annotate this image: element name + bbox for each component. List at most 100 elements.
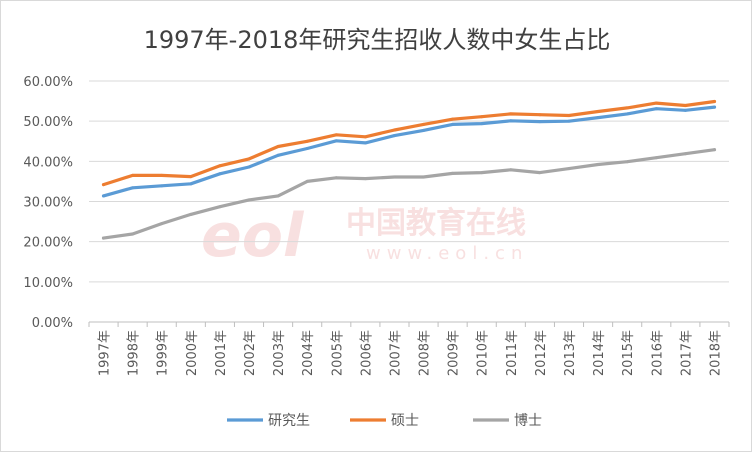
series-0-point (596, 116, 600, 120)
x-tick-label: 1998年 (127, 330, 142, 376)
series-1-point (276, 144, 280, 148)
series-2-point (451, 171, 455, 175)
series-0-point (189, 182, 193, 186)
series-0-point (131, 186, 135, 190)
series-2-point (305, 179, 309, 183)
series-2-point (596, 163, 600, 167)
chart-title: 1997年-2018年研究生招收人数中女生占比 (144, 26, 611, 54)
series-2-point (683, 152, 687, 156)
y-tick-label: 40.00% (23, 155, 73, 170)
x-tick-label: 2005年 (330, 330, 345, 376)
series-2-point (480, 171, 484, 175)
series-0-point (654, 107, 658, 111)
x-tick-label: 2018年 (708, 330, 723, 376)
series-0-point (160, 184, 164, 188)
legend-label: 博士 (514, 412, 542, 429)
series-1-point (451, 117, 455, 121)
series-0-point (247, 165, 251, 169)
x-tick-label: 2011年 (505, 330, 520, 376)
series-1-point (305, 139, 309, 143)
series-2-point (712, 148, 716, 152)
series-0-point (625, 112, 629, 116)
legend-item-0: 研究生 (227, 413, 310, 429)
x-tick-label: 2015年 (621, 330, 636, 376)
series-1-point (683, 104, 687, 108)
series-line-2 (101, 148, 717, 240)
series-1-point (596, 110, 600, 114)
series-2-point (363, 177, 367, 181)
x-tick-label: 2004年 (301, 330, 316, 376)
series-2-point (567, 167, 571, 171)
x-tick-label: 1997年 (98, 330, 113, 376)
x-tick-label: 2008年 (418, 330, 433, 376)
y-tick-label: 50.00% (23, 115, 73, 130)
legend-label: 硕士 (391, 413, 419, 429)
series-1-point (538, 113, 542, 117)
series-2-point (509, 168, 513, 172)
x-tick-label: 2007年 (388, 330, 403, 376)
series-0-point (422, 128, 426, 132)
series-1-point (218, 164, 222, 168)
legend-label: 研究生 (268, 413, 310, 429)
series-1-point (247, 157, 251, 161)
x-tick-label: 2003年 (272, 330, 287, 376)
x-tick-label: 2006年 (359, 330, 374, 376)
series-2-point (131, 232, 135, 236)
y-tick-label: 60.00% (23, 75, 73, 90)
y-tick-label: 10.00% (23, 276, 73, 291)
x-tick-label: 2013年 (563, 330, 578, 376)
series-0-point (509, 119, 513, 123)
series-1-point (654, 101, 658, 105)
series-2-point (625, 160, 629, 164)
series-0-point (334, 139, 338, 143)
x-tick-label: 2016年 (650, 330, 665, 376)
series-0-point (102, 194, 106, 198)
series-0-point (276, 153, 280, 157)
series-1-point (422, 122, 426, 126)
series-1-point (480, 115, 484, 119)
series-2-point (538, 171, 542, 175)
series-1-point (363, 135, 367, 139)
series-0-point (712, 105, 716, 109)
watermark-text: 中国教育在线 (346, 206, 526, 241)
watermark-url: www.eol.cn (366, 243, 528, 264)
series-1-point (131, 173, 135, 177)
watermark: eol 中国教育在线 www.eol.cn (201, 201, 528, 271)
series-2-point (102, 236, 106, 240)
series-2-point (247, 198, 251, 202)
x-tick-label: 2000年 (185, 330, 200, 376)
series-2-point (654, 156, 658, 160)
series-1-point (160, 173, 164, 177)
series-2-point (422, 175, 426, 179)
legend-item-1: 硕士 (350, 413, 419, 429)
series-1-point (625, 106, 629, 110)
x-tick-label: 2001年 (214, 330, 229, 376)
series-0-point (392, 134, 396, 138)
x-tick-label: 2014年 (592, 330, 607, 376)
series-2-point (218, 205, 222, 209)
series-1-point (392, 128, 396, 132)
series-0-point (567, 119, 571, 123)
series-1-point (509, 112, 513, 116)
series-0-point (305, 146, 309, 150)
series-1-point (712, 99, 716, 103)
series-2-point (189, 212, 193, 216)
series-0-point (363, 141, 367, 145)
series-1-point (102, 183, 106, 187)
series-2-point (334, 176, 338, 180)
series-0-point (451, 122, 455, 126)
x-tick-label: 2017年 (679, 330, 694, 376)
series-0-point (480, 122, 484, 126)
y-tick-label: 0.00% (32, 316, 73, 331)
watermark-logo: eol (201, 201, 305, 271)
series-line-1 (101, 99, 717, 187)
x-tick-label: 2012年 (534, 330, 549, 376)
series-2-point (276, 194, 280, 198)
y-tick-label: 30.00% (23, 196, 73, 211)
series-1-point (189, 175, 193, 179)
series-1-point (567, 114, 571, 118)
series-2-point (392, 175, 396, 179)
x-tick-label: 2010年 (476, 330, 491, 376)
